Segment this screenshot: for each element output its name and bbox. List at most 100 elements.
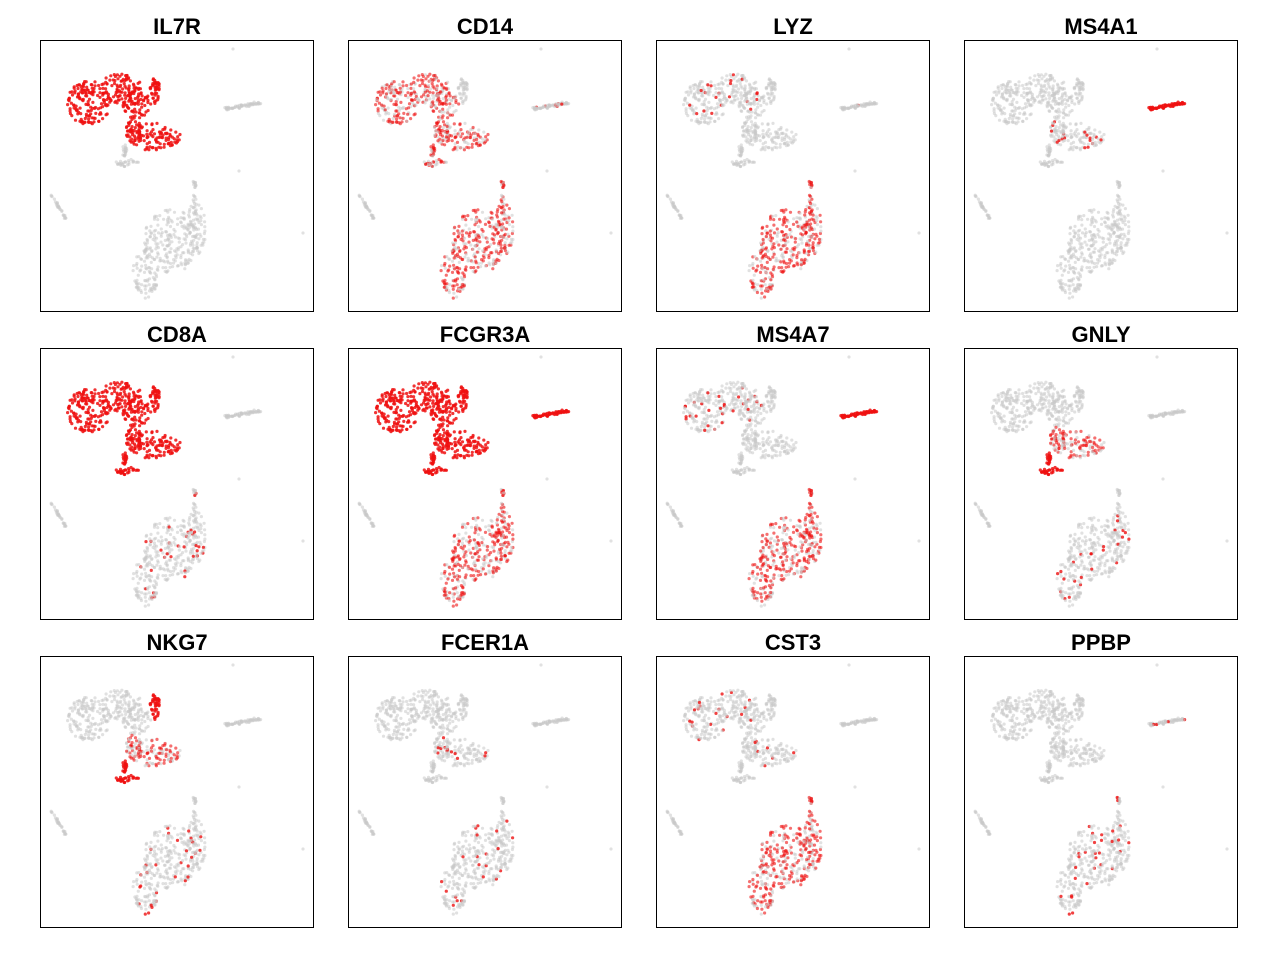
cell-point bbox=[131, 269, 135, 273]
cell-point bbox=[84, 92, 88, 96]
cell-point bbox=[1092, 224, 1097, 229]
cell-point bbox=[223, 106, 227, 110]
cell-point bbox=[996, 103, 1000, 107]
cell-point bbox=[458, 267, 462, 271]
cell-point bbox=[809, 183, 814, 187]
cell-point bbox=[751, 143, 755, 147]
cell-point bbox=[165, 546, 170, 550]
cell-point bbox=[167, 558, 171, 562]
cell-point bbox=[471, 125, 475, 130]
cell-point bbox=[411, 98, 415, 102]
cell-point bbox=[1090, 259, 1094, 263]
cell-point bbox=[392, 92, 396, 96]
cell-point bbox=[142, 249, 146, 253]
cell-point bbox=[166, 450, 170, 454]
cell-point bbox=[178, 132, 182, 137]
cell-point bbox=[1073, 287, 1077, 291]
cell-point bbox=[1057, 126, 1061, 130]
cell-point bbox=[772, 231, 777, 235]
cell-point bbox=[780, 132, 785, 136]
cell-point bbox=[778, 142, 782, 146]
cell-point bbox=[853, 169, 857, 173]
cell-point bbox=[152, 233, 156, 237]
cell-point bbox=[1072, 87, 1076, 91]
cell-point bbox=[124, 394, 128, 398]
cell-point bbox=[142, 139, 146, 143]
umap-panel: LYZ bbox=[656, 14, 930, 312]
cell-point bbox=[147, 603, 151, 607]
cell-point bbox=[150, 575, 154, 579]
cell-point bbox=[201, 545, 205, 549]
umap-scatter bbox=[49, 47, 305, 300]
cell-point bbox=[385, 94, 389, 98]
cell-point bbox=[539, 47, 543, 51]
cell-point bbox=[475, 250, 479, 254]
cell-point bbox=[190, 239, 194, 243]
cell-point bbox=[135, 261, 139, 266]
cell-point bbox=[1017, 84, 1021, 88]
cell-point bbox=[1069, 129, 1073, 133]
cell-point bbox=[129, 405, 133, 409]
cell-point bbox=[128, 92, 132, 97]
cell-point bbox=[461, 239, 465, 243]
cell-point bbox=[104, 384, 108, 388]
cell-point bbox=[763, 140, 768, 144]
cell-point bbox=[165, 223, 169, 227]
cell-point bbox=[361, 200, 365, 204]
cell-point bbox=[782, 269, 786, 273]
cell-point bbox=[203, 229, 207, 233]
cell-point bbox=[149, 410, 153, 414]
cell-point bbox=[1080, 231, 1085, 235]
cell-point bbox=[174, 438, 178, 442]
cell-point bbox=[163, 555, 167, 559]
cell-point bbox=[773, 135, 777, 139]
cell-point bbox=[127, 160, 131, 164]
cell-point bbox=[198, 540, 202, 544]
cell-point bbox=[125, 413, 130, 417]
cell-point bbox=[1022, 91, 1026, 95]
cell-point bbox=[417, 74, 421, 78]
cell-point bbox=[142, 578, 147, 582]
cell-point bbox=[174, 564, 178, 568]
cell-point bbox=[1048, 86, 1052, 90]
cell-point bbox=[1126, 240, 1130, 244]
cell-point bbox=[503, 249, 508, 253]
cell-point bbox=[795, 261, 799, 265]
cell-point bbox=[789, 235, 793, 239]
cell-point bbox=[394, 100, 398, 104]
cell-point bbox=[755, 290, 759, 295]
cell-point bbox=[739, 93, 743, 97]
cell-point bbox=[774, 214, 778, 218]
cell-point bbox=[183, 263, 187, 267]
cell-point bbox=[769, 239, 773, 243]
cell-point bbox=[106, 103, 110, 107]
cell-point bbox=[177, 246, 181, 250]
cell-point bbox=[496, 231, 500, 235]
cell-point bbox=[135, 266, 139, 270]
cell-point bbox=[426, 162, 430, 167]
cell-point bbox=[101, 401, 105, 405]
cell-point bbox=[1069, 267, 1073, 271]
cell-point bbox=[1117, 183, 1122, 187]
cell-point bbox=[103, 98, 107, 102]
cell-point bbox=[1044, 97, 1048, 101]
cell-point bbox=[448, 105, 452, 109]
cell-point bbox=[182, 519, 186, 523]
cell-point bbox=[810, 217, 814, 221]
cell-point bbox=[179, 561, 183, 565]
cell-point bbox=[140, 102, 144, 106]
cell-point bbox=[1094, 240, 1098, 244]
cell-point bbox=[445, 127, 449, 132]
cell-point bbox=[1069, 241, 1073, 245]
cell-point bbox=[807, 218, 811, 222]
cell-point bbox=[719, 98, 723, 102]
cell-point bbox=[1077, 282, 1081, 287]
cell-point bbox=[1025, 117, 1029, 121]
cell-point bbox=[137, 127, 141, 132]
cell-point bbox=[768, 229, 772, 233]
cell-point bbox=[120, 97, 124, 101]
cell-point bbox=[1099, 264, 1104, 268]
cell-point bbox=[164, 446, 168, 450]
cell-point bbox=[782, 233, 786, 238]
cell-point bbox=[188, 231, 192, 235]
